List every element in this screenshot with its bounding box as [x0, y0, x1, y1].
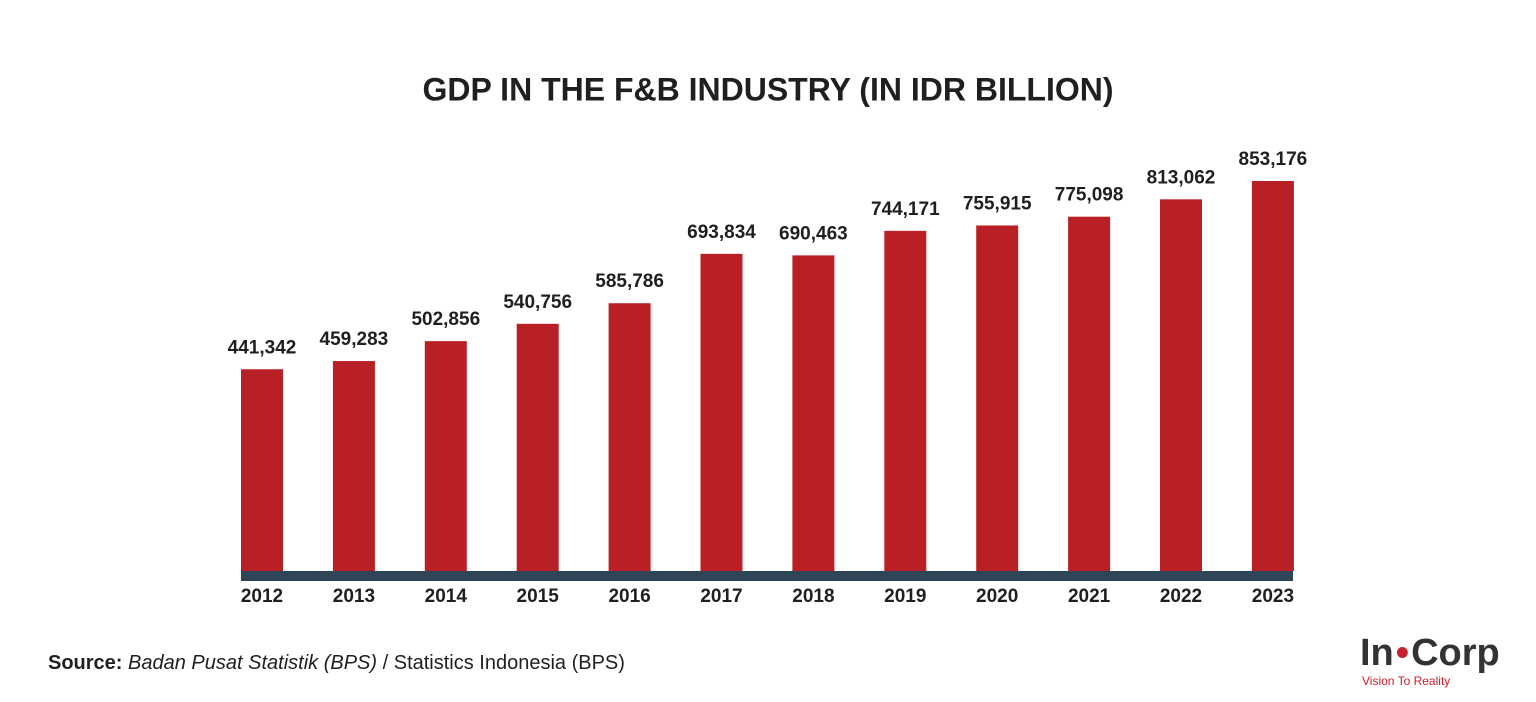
x-tick-label: 2014	[425, 586, 468, 607]
bar	[1068, 216, 1111, 571]
value-label: 441,342	[228, 337, 297, 358]
bar	[884, 230, 927, 571]
x-tick-label: 2019	[884, 586, 926, 607]
value-label: 540,756	[503, 292, 572, 313]
value-label: 693,834	[687, 222, 756, 243]
bar	[424, 341, 467, 571]
value-label: 585,786	[595, 271, 664, 292]
bar	[792, 255, 835, 571]
bar	[332, 361, 375, 571]
bar	[976, 225, 1019, 571]
x-tick-label: 2023	[1252, 586, 1294, 607]
logo-tagline: Vision To Reality	[1362, 674, 1450, 688]
value-label: 853,176	[1239, 149, 1308, 170]
bar	[516, 323, 559, 571]
logo-left: In	[1360, 632, 1394, 674]
value-label: 459,283	[320, 329, 389, 350]
bar	[241, 369, 283, 571]
logo: In•Corp	[1360, 632, 1500, 674]
value-label: 813,062	[1147, 167, 1216, 188]
x-tick-label: 2020	[976, 586, 1018, 607]
bar	[1160, 199, 1202, 571]
x-tick-label: 2012	[241, 586, 283, 607]
source-text: / Statistics Indonesia (BPS)	[383, 652, 625, 674]
bar	[1251, 181, 1294, 571]
x-tick-label: 2022	[1160, 586, 1202, 607]
x-tick-label: 2013	[333, 586, 375, 607]
source-italic: Badan Pusat Statistik (BPS)	[128, 652, 377, 674]
x-tick-label: 2016	[608, 586, 650, 607]
source: Source: Badan Pusat Statistik (BPS) / St…	[48, 652, 625, 674]
source-label: Source:	[48, 652, 122, 674]
baseline	[241, 571, 1293, 581]
bar	[608, 303, 651, 571]
value-label: 755,915	[963, 193, 1032, 214]
value-label: 744,171	[871, 199, 940, 220]
logo-dot: •	[1396, 632, 1409, 674]
logo-right: Corp	[1411, 632, 1500, 674]
value-label: 690,463	[779, 223, 848, 244]
bar	[700, 253, 743, 571]
value-label: 775,098	[1055, 185, 1124, 206]
value-label: 502,856	[411, 309, 480, 330]
x-tick-label: 2018	[792, 586, 834, 607]
x-tick-label: 2017	[700, 586, 742, 607]
x-tick-label: 2015	[517, 586, 560, 607]
chart-title: GDP IN THE F&B INDUSTRY (IN IDR BILLION)	[423, 71, 1114, 107]
x-tick-label: 2021	[1068, 586, 1111, 607]
